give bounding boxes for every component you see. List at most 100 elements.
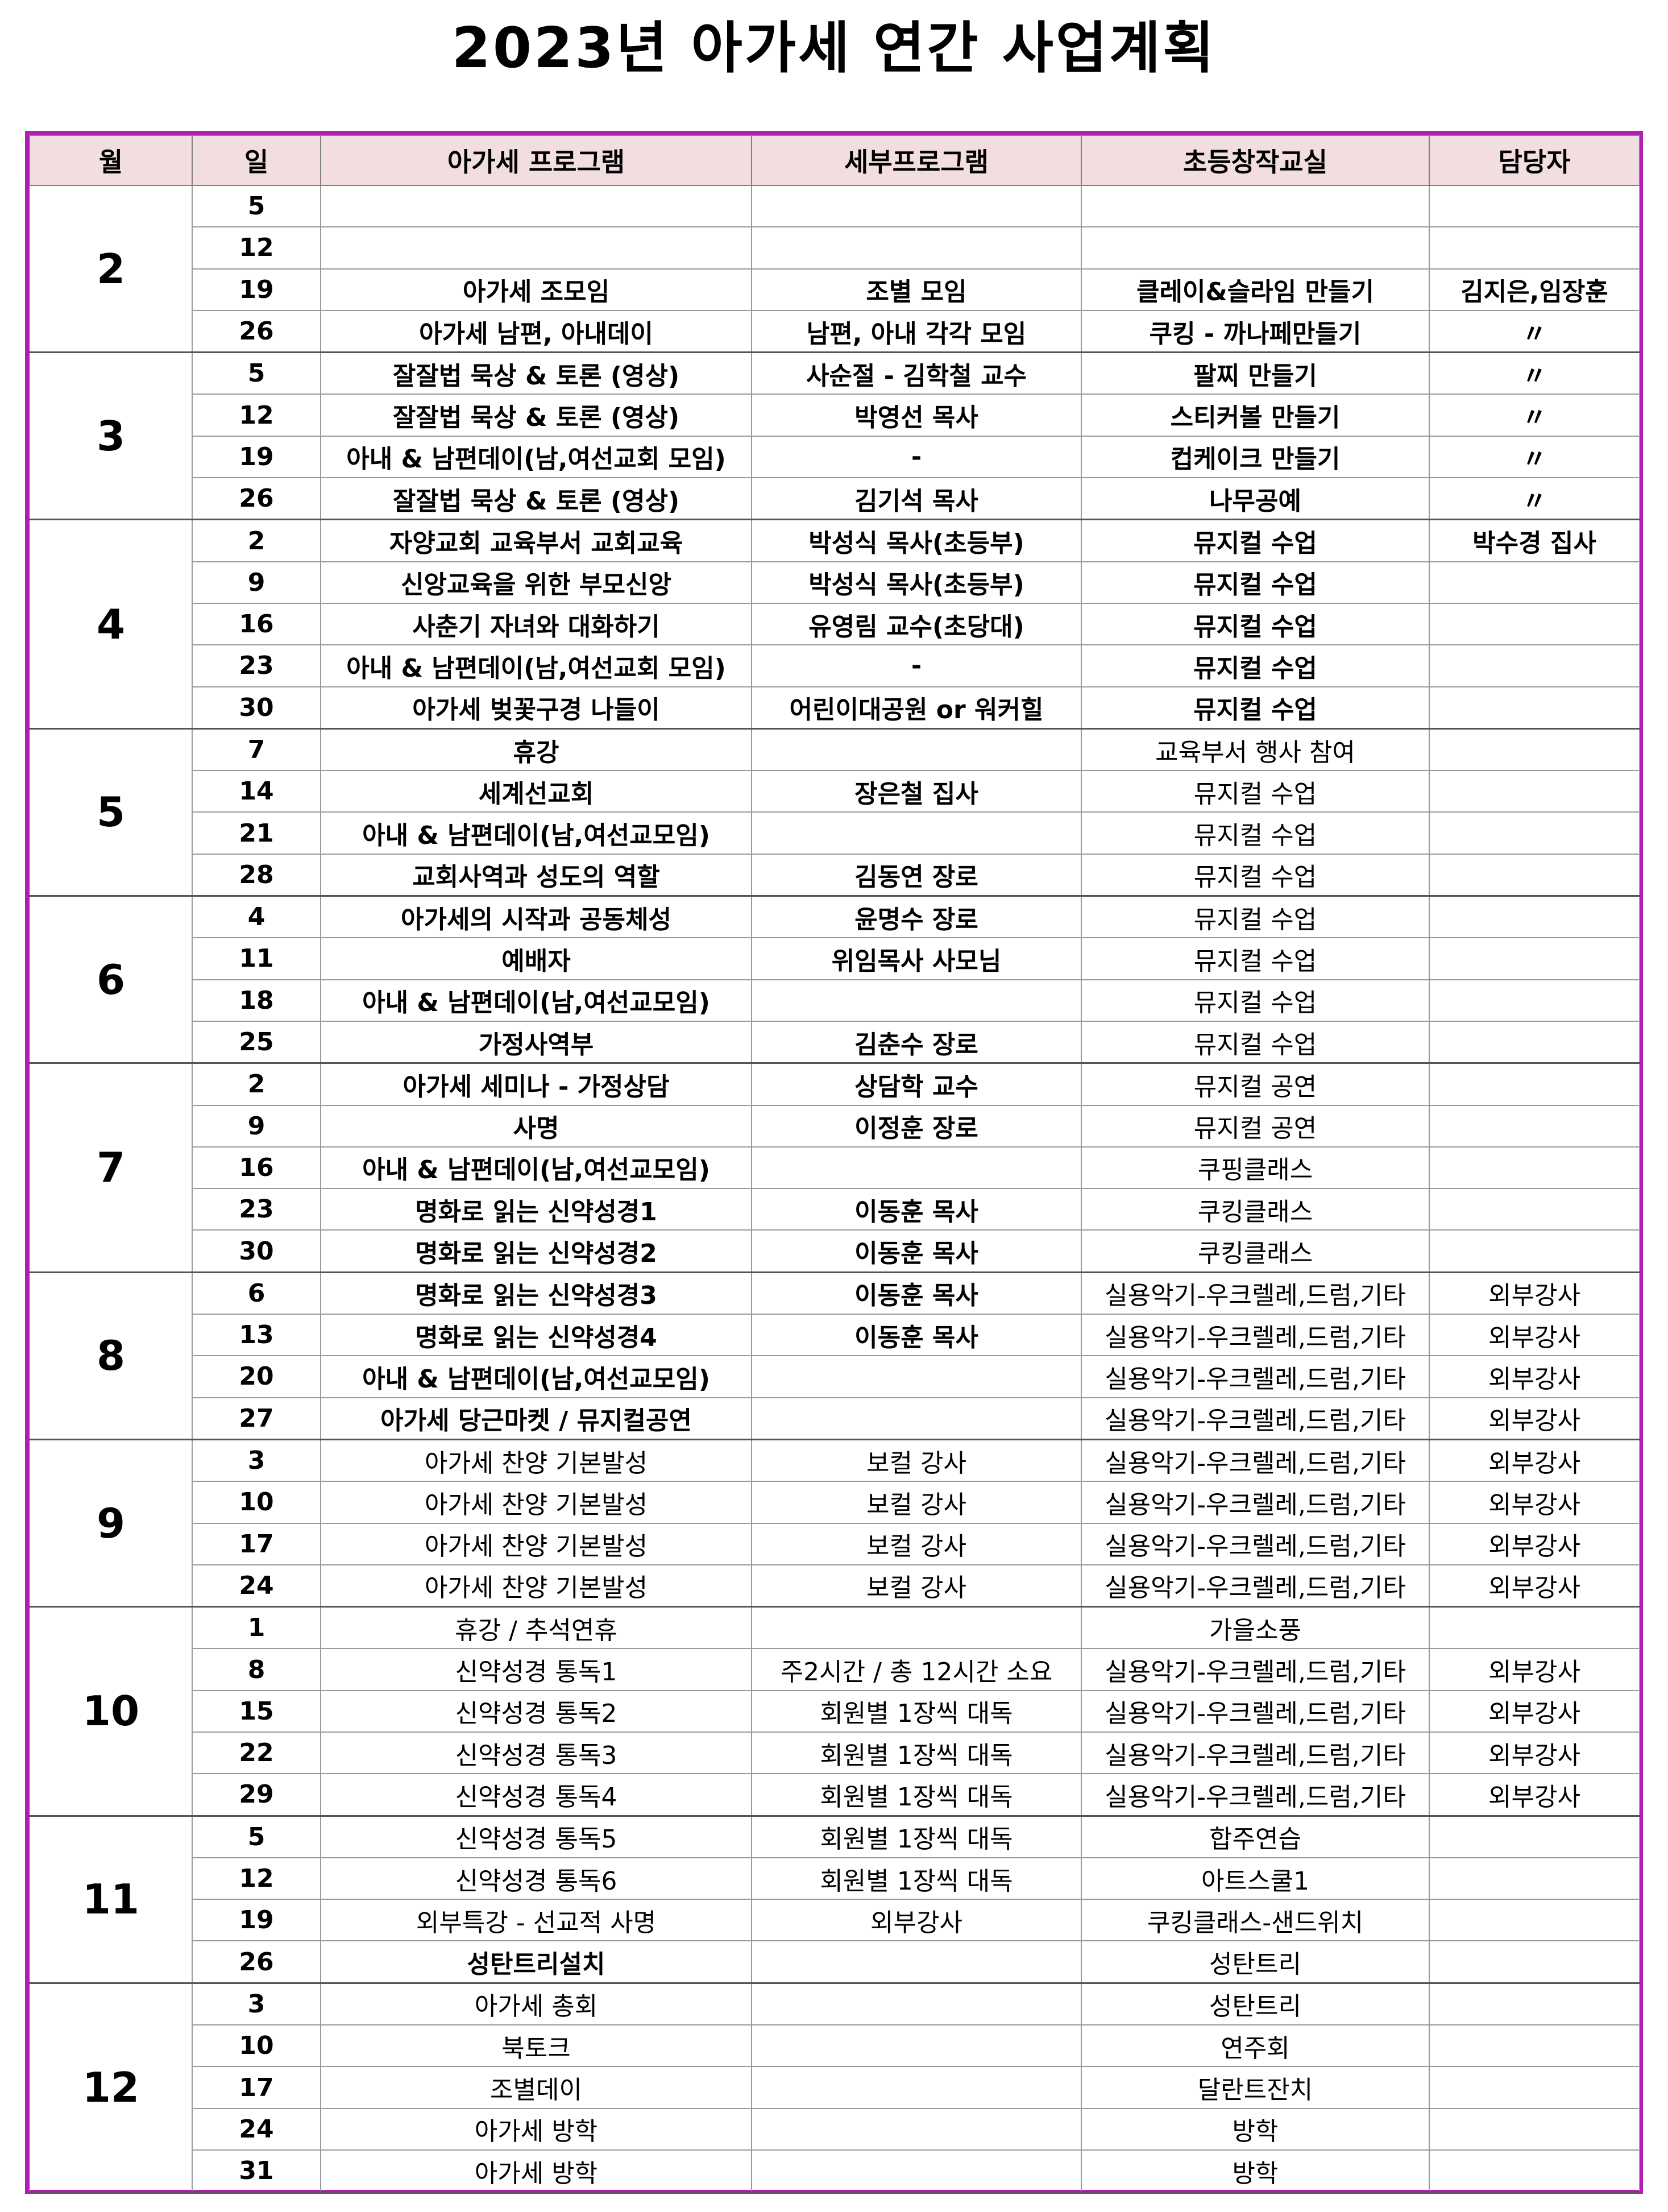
class-cell: 실용악기-우크렐레,드럼,기타 xyxy=(1081,1689,1430,1733)
detail-cell: 김기석 목사 xyxy=(751,477,1082,521)
manager-cell: 박수경 집사 xyxy=(1429,519,1640,562)
detail-cell: 위임목사 사모님 xyxy=(751,937,1082,980)
table-row: 8 신약성경 통독1 주2시간 / 총 12시간 소요 실용악기-우크렐레,드럼,기타… xyxy=(30,1648,1640,1691)
table-row: 26 성탄트리설치 성탄트리 xyxy=(30,1940,1640,1984)
day-cell: 24 xyxy=(192,1564,321,1608)
manager-cell: 〃 xyxy=(1429,351,1640,395)
detail-cell: 남편, 아내 각각 모임 xyxy=(751,309,1082,354)
table-row: 4 2 자양교회 교육부서 교회교육 박성식 목사(초등부) 뮤지컬 수업 박수경 집사 xyxy=(29,519,1640,730)
detail-cell: 조별 모임 xyxy=(751,268,1082,311)
table-row: 9 3 아가세 찬양 기본발성 보컬 강사 실용악기-우크렐레,드럼,기타 외부강사 xyxy=(29,1439,1640,1608)
detail-cell: 보컬 강사 xyxy=(751,1564,1082,1608)
month-cell: 12 xyxy=(29,1982,193,2193)
class-cell: 실용악기-우크렐레,드럼,기타 xyxy=(1081,1731,1430,1775)
month-cell: 3 xyxy=(29,351,193,521)
manager-cell xyxy=(1429,1104,1640,1148)
table-row: 10 아가세 찬양 기본발성 보컬 강사 실용악기-우크렐레,드럼,기타 외부강사 xyxy=(30,1481,1640,1524)
manager-cell: 외부강사 xyxy=(1429,1355,1640,1398)
table-row: 13 명화로 읽는 신약성경4 이동훈 목사 실용악기-우크렐레,드럼,기타 외부강사 xyxy=(30,1314,1640,1357)
month-cell: 7 xyxy=(29,1062,193,1273)
program-cell: 아가세 조모임 xyxy=(320,268,752,311)
day-cell: 25 xyxy=(192,1020,321,1064)
schedule-frame: 월 일 아가세 프로그램 세부프로그램 초등창작교실 담당자 2 5 12 19 아가세… xyxy=(25,131,1643,2194)
table-row: 20 아내 & 남편데이(남,여선교모임) 실용악기-우크렐레,드럼,기타 외부강사 xyxy=(30,1355,1640,1398)
class-cell: 쿠핑클래스 xyxy=(1081,1146,1430,1190)
manager-cell xyxy=(1429,1940,1640,1984)
detail-cell xyxy=(751,2024,1082,2068)
table-row: 12 신약성경 통독6 회원별 1장씩 대독 아트스쿨1 xyxy=(30,1857,1640,1900)
table-row: 19 아내 & 남편데이(남,여선교회 모임) - 컵케이크 만들기 〃 xyxy=(30,435,1640,479)
class-cell: 뮤지컬 수업 xyxy=(1081,853,1430,897)
day-cell: 29 xyxy=(192,1773,321,1817)
class-cell: 실용악기-우크렐레,드럼,기타 xyxy=(1081,1522,1430,1565)
program-cell: 아가세 벚꽃구경 나들이 xyxy=(320,686,752,730)
month-cell: 9 xyxy=(29,1439,193,1608)
manager-cell: 외부강사 xyxy=(1429,1397,1640,1440)
program-cell: 가정사역부 xyxy=(320,1020,752,1064)
class-cell: 쿠킹클래스 xyxy=(1081,1229,1430,1273)
manager-cell xyxy=(1429,1982,1640,2026)
class-cell: 실용악기-우크렐레,드럼,기타 xyxy=(1081,1564,1430,1608)
day-cell: 26 xyxy=(192,477,321,521)
manager-cell xyxy=(1429,979,1640,1022)
manager-cell: 외부강사 xyxy=(1429,1271,1640,1315)
detail-cell: 외부강사 xyxy=(751,1899,1082,1942)
manager-cell xyxy=(1429,1188,1640,1231)
day-cell: 8 xyxy=(192,1648,321,1691)
class-cell: 성탄트리 xyxy=(1081,1982,1430,2026)
class-cell: 뮤지컬 수업 xyxy=(1081,937,1430,980)
detail-cell: 회원별 1장씩 대독 xyxy=(751,1689,1082,1733)
manager-cell xyxy=(1429,602,1640,646)
manager-cell xyxy=(1429,1229,1640,1273)
manager-cell xyxy=(1429,2149,1640,2193)
detail-cell: 윤명수 장로 xyxy=(751,895,1082,939)
manager-cell xyxy=(1429,184,1640,228)
day-cell: 5 xyxy=(192,184,321,228)
program-cell: 명화로 읽는 신약성경2 xyxy=(320,1229,752,1273)
class-cell: 방학 xyxy=(1081,2107,1430,2151)
manager-cell xyxy=(1429,937,1640,980)
header-manager: 담당자 xyxy=(1429,135,1640,186)
month-cell: 5 xyxy=(29,728,193,897)
detail-cell: 장은철 집사 xyxy=(751,770,1082,813)
table-row: 11 5 신약성경 통독5 회원별 1장씩 대독 합주연습 xyxy=(29,1815,1640,1984)
day-cell: 12 xyxy=(192,393,321,437)
program-cell: 아가세 찬양 기본발성 xyxy=(320,1481,752,1524)
detail-cell xyxy=(751,2149,1082,2193)
detail-cell: 이동훈 목사 xyxy=(751,1271,1082,1315)
table-row: 25 가정사역부 김춘수 장로 뮤지컬 수업 xyxy=(30,1020,1640,1064)
manager-cell: 외부강사 xyxy=(1429,1522,1640,1565)
table-row: 12 3 아가세 총회 성탄트리 xyxy=(29,1982,1640,2193)
detail-cell xyxy=(751,226,1082,270)
program-cell: 아내 & 남편데이(남,여선교모임) xyxy=(320,1146,752,1190)
manager-cell xyxy=(1429,1062,1640,1106)
class-cell: 뮤지컬 수업 xyxy=(1081,770,1430,813)
manager-cell xyxy=(1429,728,1640,772)
program-cell: 잘잘법 묵상 & 토론 (영상) xyxy=(320,393,752,437)
table-row: 19 아가세 조모임 조별 모임 클레이&슬라임 만들기 김지은,임장훈 xyxy=(30,268,1640,311)
table-row: 17 아가세 찬양 기본발성 보컬 강사 실용악기-우크렐레,드럼,기타 외부강사 xyxy=(30,1522,1640,1565)
day-cell: 23 xyxy=(192,1188,321,1231)
table-row: 21 아내 & 남편데이(남,여선교모임) 뮤지컬 수업 xyxy=(30,811,1640,855)
day-cell: 28 xyxy=(192,853,321,897)
month-cell: 11 xyxy=(29,1815,193,1984)
table-row: 5 7 휴강 교육부서 행사 참여 xyxy=(29,728,1640,897)
program-cell: 아가세 방학 xyxy=(320,2149,752,2193)
day-cell: 31 xyxy=(192,2149,321,2193)
class-cell: 스티커볼 만들기 xyxy=(1081,393,1430,437)
program-cell: 조별데이 xyxy=(320,2066,752,2109)
manager-cell xyxy=(1429,1020,1640,1064)
manager-cell: 외부강사 xyxy=(1429,1481,1640,1524)
class-cell: 뮤지컬 수업 xyxy=(1081,686,1430,730)
class-cell: 클레이&슬라임 만들기 xyxy=(1081,268,1430,311)
class-cell: 뮤지컬 수업 xyxy=(1081,979,1430,1022)
detail-cell xyxy=(751,811,1082,855)
detail-cell xyxy=(751,184,1082,228)
class-cell: 방학 xyxy=(1081,2149,1430,2193)
table-row: 27 아가세 당근마켓 / 뮤지컬공연 실용악기-우크렐레,드럼,기타 외부강사 xyxy=(30,1397,1640,1440)
manager-cell: 〃 xyxy=(1429,309,1640,354)
program-cell: 아가세 찬양 기본발성 xyxy=(320,1522,752,1565)
month-cell: 8 xyxy=(29,1271,193,1440)
detail-cell: 박영선 목사 xyxy=(751,393,1082,437)
